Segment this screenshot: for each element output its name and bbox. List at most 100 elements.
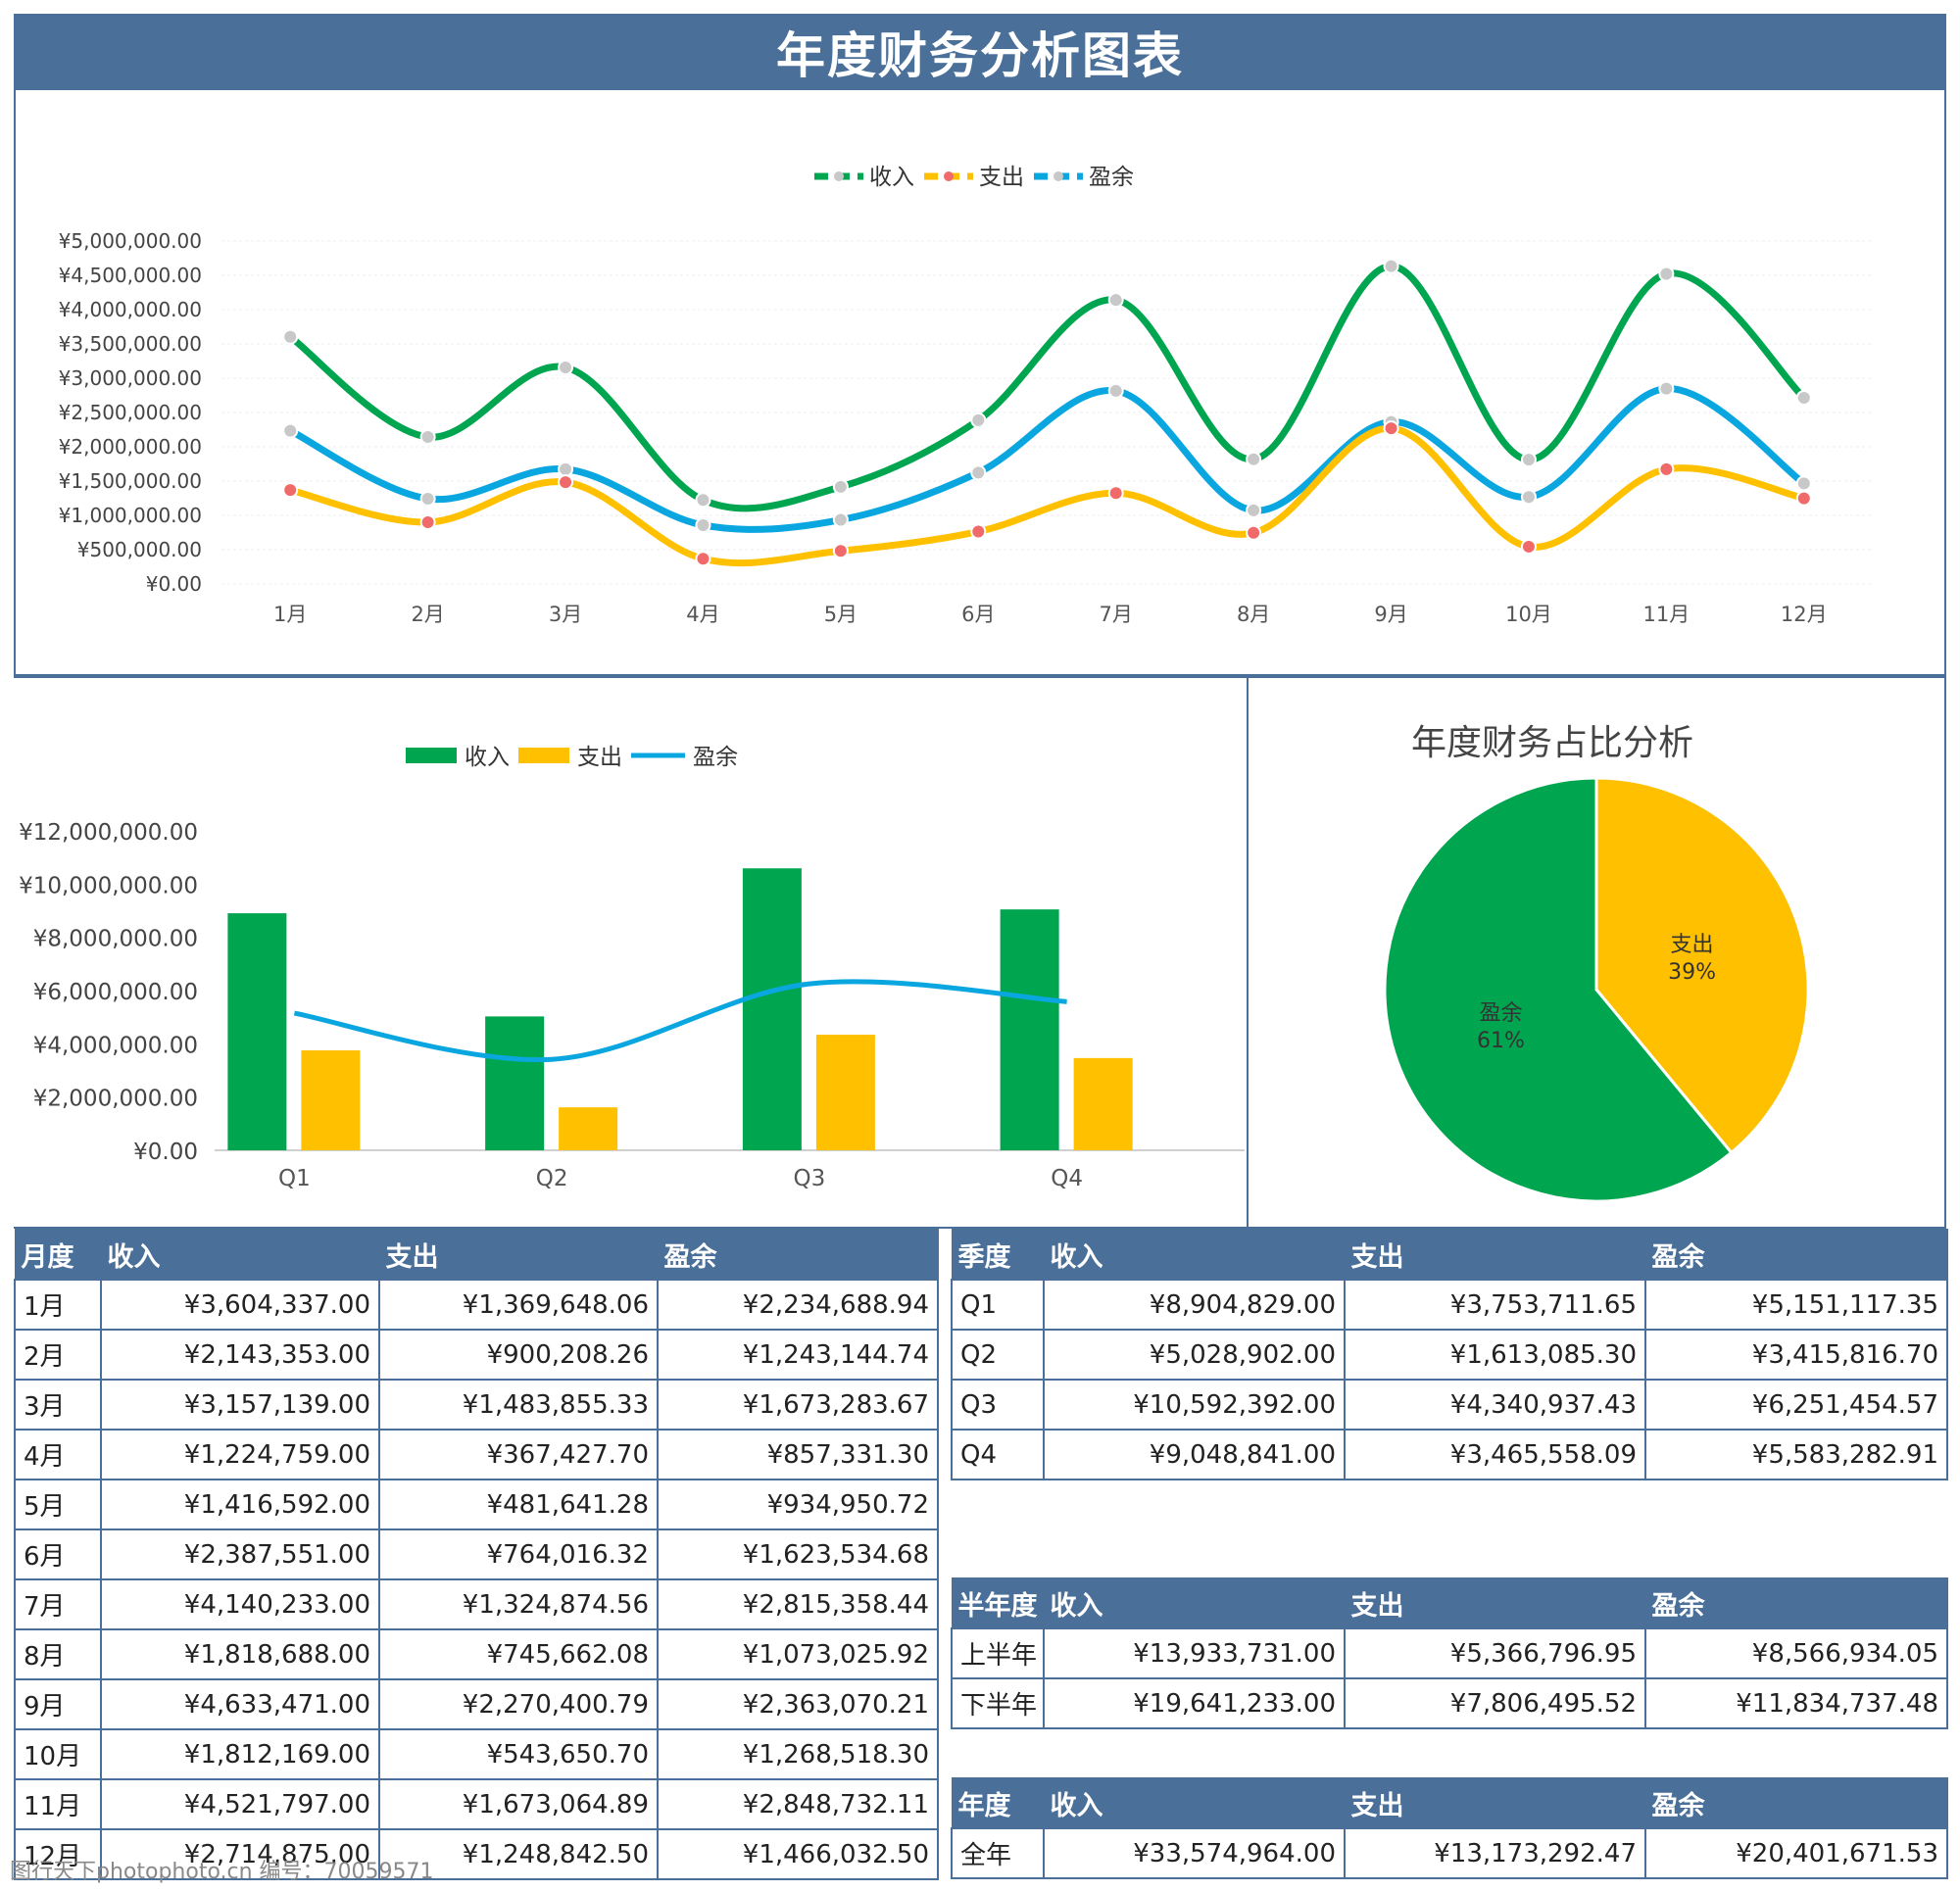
y-tick-label: ¥2,000,000.00 — [59, 435, 202, 459]
value-cell: ¥900,208.26 — [378, 1329, 659, 1381]
table-row: 1月 ¥3,604,337.00 ¥1,369,648.06 ¥2,234,688.9… — [14, 1279, 939, 1331]
value-cell: ¥4,340,937.43 — [1344, 1379, 1646, 1431]
column-header: 半年度 — [951, 1577, 1045, 1629]
column-header: 支出 — [1344, 1777, 1646, 1829]
legend-swatch — [406, 748, 457, 763]
row-label-cell: 9月 — [14, 1678, 102, 1730]
value-cell: ¥934,950.72 — [657, 1479, 939, 1530]
value-cell: ¥543,650.70 — [378, 1728, 659, 1780]
data-point — [282, 422, 299, 439]
monthly-table: 月度 收入 支出 盈余 1月 ¥3,604,337.00 ¥1,369,648.06 ¥2,… — [14, 1229, 939, 1880]
pie-percent: 39% — [1668, 960, 1716, 985]
data-point — [1246, 524, 1262, 541]
pie-chart-panel: 年度财务占比分析 支出 39% 盈余 61% — [1247, 676, 1946, 1229]
data-point — [419, 490, 436, 507]
data-point — [282, 482, 299, 499]
value-cell: ¥1,073,025.92 — [657, 1628, 939, 1680]
legend-swatch — [518, 748, 569, 763]
row-label-cell: 4月 — [14, 1429, 102, 1480]
table-row: 上半年 ¥13,933,731.00 ¥5,366,796.95 ¥8,566,934… — [951, 1627, 1948, 1679]
data-point — [1107, 292, 1124, 309]
quarter-table: 季度 收入 支出 盈余 Q1 ¥8,904,829.00 ¥3,753,711.65 ¥5,… — [951, 1229, 1948, 1480]
x-tick-label: 7月 — [1100, 603, 1133, 626]
value-cell: ¥5,151,117.35 — [1644, 1279, 1948, 1331]
quarter-table-header: 季度 收入 支出 盈余 — [951, 1229, 1948, 1281]
y-tick-label: ¥6,000,000.00 — [33, 980, 198, 1005]
value-cell: ¥2,363,070.21 — [657, 1678, 939, 1730]
row-label-cell: 3月 — [14, 1379, 102, 1431]
x-tick-label: Q2 — [536, 1166, 568, 1191]
table-row: 全年 ¥33,574,964.00 ¥13,173,292.47 ¥20,401,67… — [951, 1827, 1948, 1879]
column-header: 季度 — [951, 1229, 1045, 1281]
row-label-cell: 8月 — [14, 1628, 102, 1680]
bar-expense — [1073, 1057, 1133, 1150]
y-tick-label: ¥2,500,000.00 — [59, 401, 202, 424]
legend-label: 盈余 — [693, 745, 738, 770]
legend-marker — [834, 171, 844, 181]
y-tick-label: ¥4,000,000.00 — [33, 1033, 198, 1058]
data-point — [832, 478, 849, 495]
value-cell: ¥1,812,169.00 — [100, 1728, 380, 1780]
value-cell: ¥1,623,534.68 — [657, 1528, 939, 1580]
value-cell: ¥1,248,842.50 — [378, 1828, 659, 1880]
y-tick-label: ¥10,000,000.00 — [19, 873, 198, 898]
value-cell: ¥1,224,759.00 — [100, 1429, 380, 1480]
column-header: 收入 — [1043, 1229, 1346, 1281]
value-cell: ¥2,270,400.79 — [378, 1678, 659, 1730]
series-line-surplus — [293, 979, 1067, 1063]
data-point — [1795, 475, 1812, 492]
bar-expense — [301, 1050, 361, 1150]
data-point — [1520, 538, 1537, 555]
quarter-bar-chart: ¥12,000,000.00 ¥10,000,000.00 ¥8,000,000.0… — [19, 745, 1245, 1191]
value-cell: ¥13,173,292.47 — [1344, 1827, 1646, 1879]
column-header: 月度 — [14, 1229, 102, 1281]
bar-income — [227, 913, 287, 1150]
value-cell: ¥4,521,797.00 — [100, 1778, 380, 1830]
value-cell: ¥2,143,353.00 — [100, 1329, 380, 1381]
table-row: 下半年 ¥19,641,233.00 ¥7,806,495.52 ¥11,834,73… — [951, 1677, 1948, 1729]
line-chart-legend: 收入 支出 盈余 — [814, 165, 1134, 190]
data-point — [1246, 502, 1262, 518]
data-point — [695, 551, 711, 567]
value-cell: ¥1,324,874.56 — [378, 1578, 659, 1630]
column-header: 收入 — [100, 1229, 380, 1281]
data-point — [1520, 489, 1537, 506]
row-label-cell: 上半年 — [951, 1627, 1045, 1679]
legend-label: 收入 — [869, 165, 914, 190]
table-row: Q2 ¥5,028,902.00 ¥1,613,085.30 ¥3,415,816.7… — [951, 1329, 1948, 1381]
value-cell: ¥1,243,144.74 — [657, 1329, 939, 1381]
value-cell: ¥764,016.32 — [378, 1528, 659, 1580]
pie-slice-0 — [1594, 776, 1810, 1155]
data-point — [1107, 485, 1124, 502]
value-cell: ¥2,234,688.94 — [657, 1279, 939, 1331]
y-tick-label: ¥0.00 — [146, 572, 202, 596]
value-cell: ¥9,048,841.00 — [1043, 1429, 1346, 1480]
data-point — [558, 474, 574, 491]
data-point — [1658, 380, 1675, 397]
row-label-cell: Q2 — [951, 1329, 1045, 1381]
pie-label: 支出 — [1671, 933, 1714, 957]
data-point — [558, 360, 574, 376]
value-cell: ¥3,604,337.00 — [100, 1279, 380, 1331]
table-row: 9月 ¥4,633,471.00 ¥2,270,400.79 ¥2,363,070.2… — [14, 1678, 939, 1730]
legend-label: 盈余 — [1089, 165, 1134, 190]
row-label-cell: 10月 — [14, 1728, 102, 1780]
monthly-table-header: 月度 收入 支出 盈余 — [14, 1229, 939, 1281]
monthly-line-chart: ¥5,000,000.00 ¥4,500,000.00 ¥4,000,000.00 ¥… — [59, 165, 1873, 626]
x-tick-label: 3月 — [549, 603, 582, 626]
pie-slice-1 — [1383, 776, 1734, 1203]
data-point — [1658, 461, 1675, 477]
value-cell: ¥20,401,671.53 — [1644, 1827, 1948, 1879]
value-cell: ¥857,331.30 — [657, 1429, 939, 1480]
value-cell: ¥4,140,233.00 — [100, 1578, 380, 1630]
value-cell: ¥3,753,711.65 — [1344, 1279, 1646, 1331]
data-point — [282, 328, 299, 345]
value-cell: ¥1,483,855.33 — [378, 1379, 659, 1431]
table-row: 4月 ¥1,224,759.00 ¥367,427.70 ¥857,331.30 — [14, 1429, 939, 1480]
value-cell: ¥1,268,518.30 — [657, 1728, 939, 1780]
data-point — [419, 428, 436, 445]
legend-marker — [1054, 171, 1063, 181]
half-year-table-header: 半年度 收入 支出 盈余 — [951, 1577, 1948, 1629]
table-row: 10月 ¥1,812,169.00 ¥543,650.70 ¥1,268,518.30 — [14, 1728, 939, 1780]
column-header: 支出 — [1344, 1577, 1646, 1629]
